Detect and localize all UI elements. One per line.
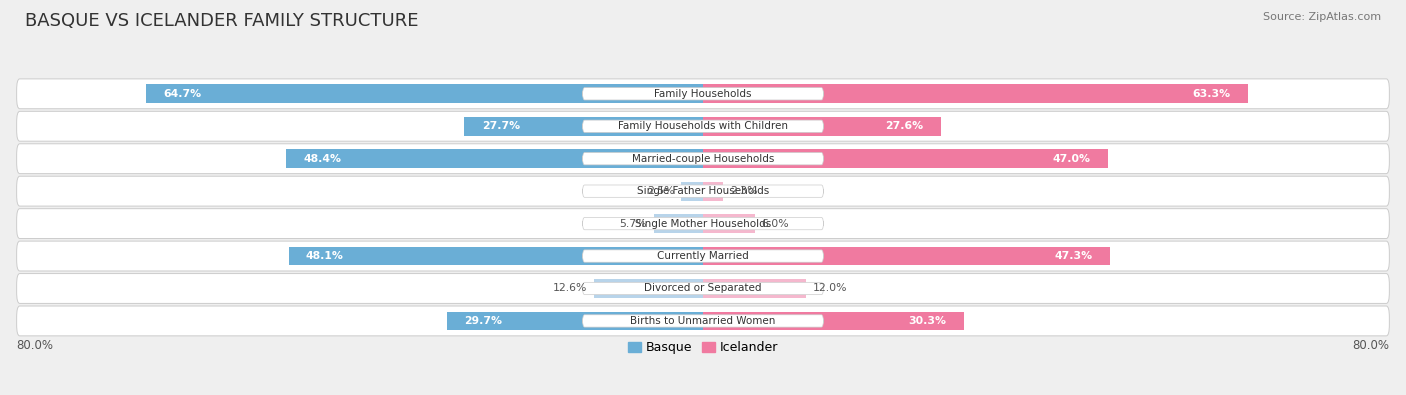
FancyBboxPatch shape xyxy=(582,250,824,262)
Bar xyxy=(703,117,941,135)
Text: 30.3%: 30.3% xyxy=(908,316,946,326)
Text: Family Households with Children: Family Households with Children xyxy=(619,121,787,131)
Text: 6.0%: 6.0% xyxy=(762,218,789,229)
FancyBboxPatch shape xyxy=(17,209,1389,239)
Text: 27.6%: 27.6% xyxy=(886,121,924,131)
FancyBboxPatch shape xyxy=(17,241,1389,271)
FancyBboxPatch shape xyxy=(582,88,824,100)
Text: 27.7%: 27.7% xyxy=(482,121,520,131)
FancyBboxPatch shape xyxy=(582,315,824,327)
Text: 2.3%: 2.3% xyxy=(730,186,758,196)
Text: 5.7%: 5.7% xyxy=(620,218,647,229)
Text: 47.0%: 47.0% xyxy=(1053,154,1091,164)
FancyBboxPatch shape xyxy=(582,120,824,132)
FancyBboxPatch shape xyxy=(582,282,824,295)
Text: 48.1%: 48.1% xyxy=(307,251,344,261)
Text: Single Father Households: Single Father Households xyxy=(637,186,769,196)
FancyBboxPatch shape xyxy=(582,185,824,198)
Text: 63.3%: 63.3% xyxy=(1192,89,1230,99)
Text: 64.7%: 64.7% xyxy=(163,89,201,99)
Text: Family Households: Family Households xyxy=(654,89,752,99)
Bar xyxy=(703,279,807,298)
Text: Single Mother Households: Single Mother Households xyxy=(636,218,770,229)
Text: 29.7%: 29.7% xyxy=(464,316,502,326)
Text: BASQUE VS ICELANDER FAMILY STRUCTURE: BASQUE VS ICELANDER FAMILY STRUCTURE xyxy=(25,12,419,30)
Bar xyxy=(703,312,965,330)
Bar xyxy=(595,279,703,298)
Text: 47.3%: 47.3% xyxy=(1054,251,1092,261)
FancyBboxPatch shape xyxy=(582,152,824,165)
FancyBboxPatch shape xyxy=(17,111,1389,141)
FancyBboxPatch shape xyxy=(17,79,1389,109)
FancyBboxPatch shape xyxy=(17,144,1389,174)
Bar xyxy=(703,85,1249,103)
Text: Divorced or Separated: Divorced or Separated xyxy=(644,284,762,293)
Bar xyxy=(287,149,703,168)
Bar xyxy=(464,117,703,135)
Text: 2.5%: 2.5% xyxy=(647,186,675,196)
FancyBboxPatch shape xyxy=(17,176,1389,206)
Text: 48.4%: 48.4% xyxy=(304,154,342,164)
Bar xyxy=(703,182,723,201)
Text: Married-couple Households: Married-couple Households xyxy=(631,154,775,164)
Text: Births to Unmarried Women: Births to Unmarried Women xyxy=(630,316,776,326)
Text: 12.6%: 12.6% xyxy=(553,284,588,293)
Text: Source: ZipAtlas.com: Source: ZipAtlas.com xyxy=(1263,12,1381,22)
FancyBboxPatch shape xyxy=(17,306,1389,336)
Legend: Basque, Icelander: Basque, Icelander xyxy=(623,336,783,359)
Bar xyxy=(447,312,703,330)
Bar xyxy=(654,214,703,233)
Bar xyxy=(146,85,703,103)
Text: Currently Married: Currently Married xyxy=(657,251,749,261)
Text: 80.0%: 80.0% xyxy=(1353,339,1389,352)
Bar xyxy=(682,182,703,201)
Bar xyxy=(288,246,703,265)
FancyBboxPatch shape xyxy=(17,274,1389,303)
FancyBboxPatch shape xyxy=(582,217,824,230)
Text: 80.0%: 80.0% xyxy=(17,339,53,352)
Bar xyxy=(703,149,1108,168)
Bar xyxy=(703,246,1111,265)
Text: 12.0%: 12.0% xyxy=(813,284,848,293)
Bar xyxy=(703,214,755,233)
